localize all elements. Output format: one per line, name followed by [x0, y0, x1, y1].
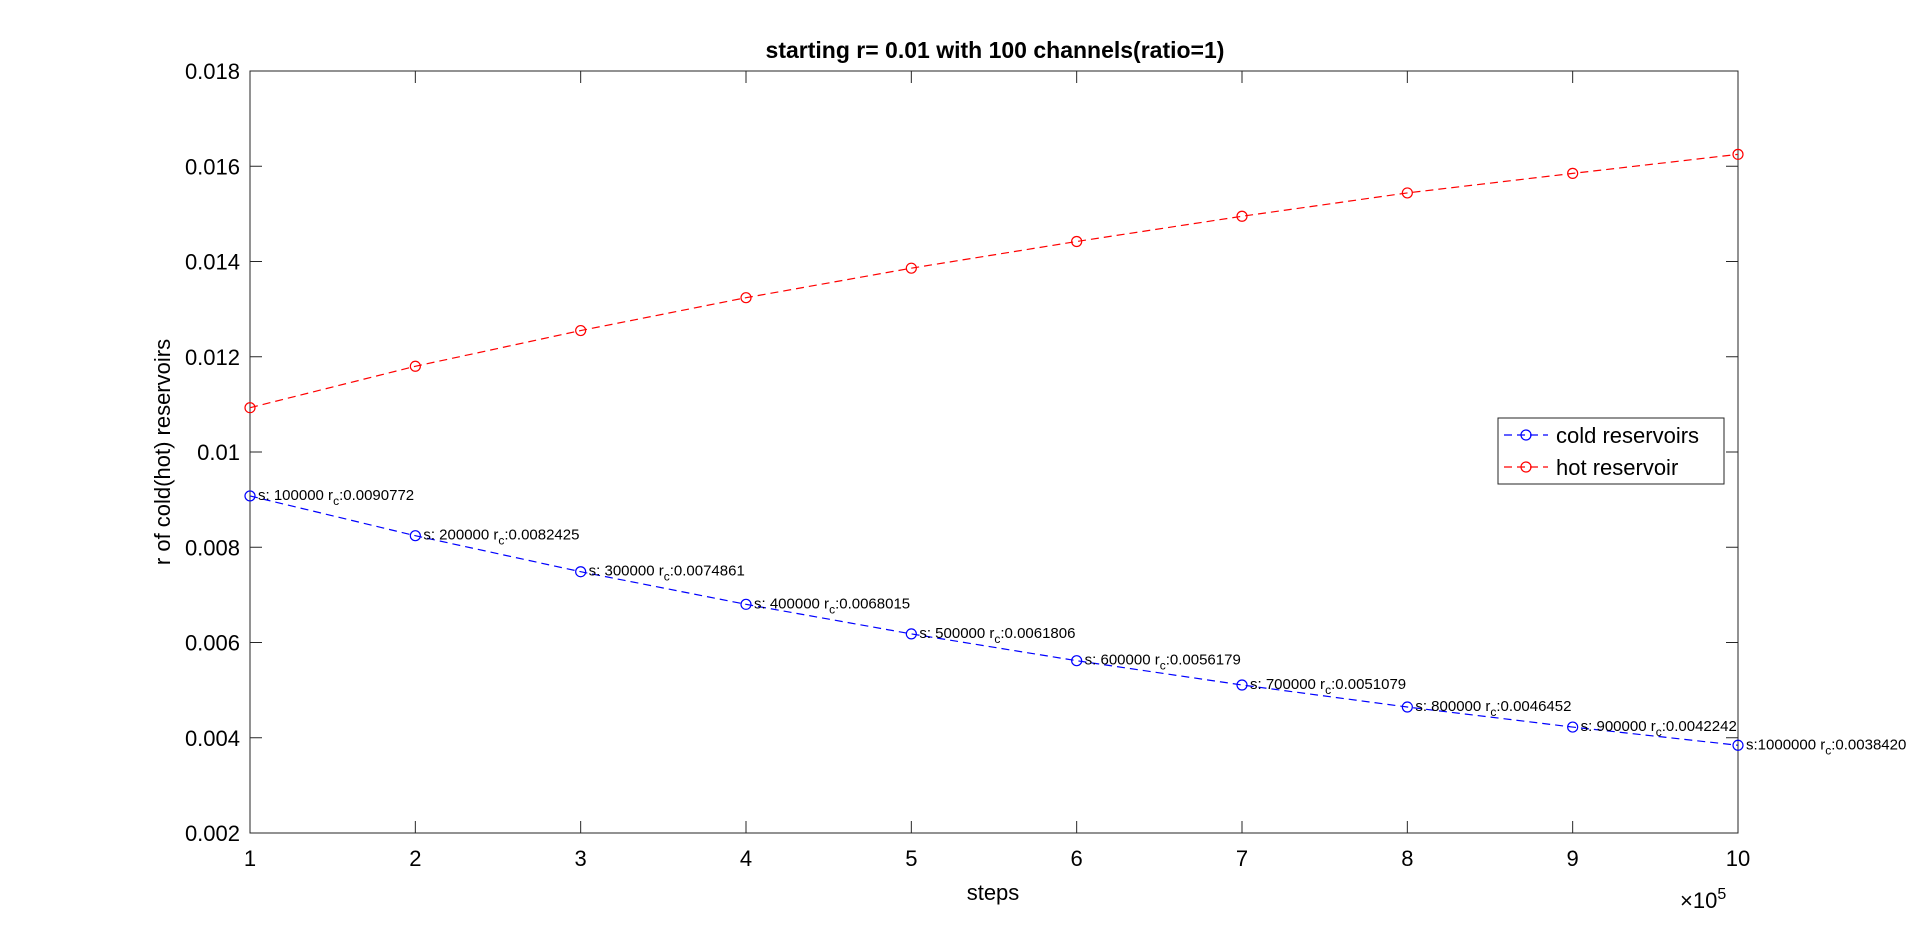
x-tick-label: 7 — [1236, 846, 1248, 871]
x-exponent-base: ×10 — [1680, 888, 1717, 913]
data-point-marker — [740, 292, 752, 304]
data-point-marker — [1732, 739, 1744, 751]
plot-frame — [249, 70, 1739, 834]
y-tick-label: 0.01 — [197, 440, 240, 465]
legend-marker — [1520, 461, 1532, 473]
legend: cold reservoirs hot reservoir — [1497, 417, 1725, 485]
data-point-marker — [1071, 235, 1083, 248]
x-tick-label: 9 — [1567, 846, 1579, 871]
data-label: s: 900000 rc:0.0042242 — [1581, 718, 1737, 739]
legend-label: cold reservoirs — [1556, 423, 1699, 448]
y-axis-label: r of cold(hot) reservoirs — [150, 339, 175, 565]
x-exponent-power: 5 — [1717, 886, 1726, 903]
data-point-marker — [1732, 148, 1744, 160]
y-tick-label: 0.018 — [185, 59, 240, 84]
data-label: s:1000000 rc:0.0038420 — [1746, 736, 1906, 757]
x-tick-label: 6 — [1071, 846, 1083, 871]
legend-box — [1497, 417, 1725, 485]
data-label: s: 300000 rc:0.0074861 — [589, 563, 745, 584]
x-tick-label: 3 — [575, 846, 587, 871]
y-tick-label: 0.016 — [185, 154, 240, 179]
data-point-marker — [905, 262, 917, 274]
data-label: s: 400000 rc:0.0068015 — [754, 595, 910, 616]
data-label: s: 800000 rc:0.0046452 — [1415, 698, 1571, 719]
legend-label: hot reservoir — [1556, 455, 1678, 480]
plot-area: 1 2 3 4 5 6 7 8 9 10 0.002 0.004 0.006 0.008 0.01 0.012… — [185, 59, 1906, 871]
series-line-0 — [249, 495, 1739, 746]
legend-marker — [1520, 429, 1532, 441]
series-line-1 — [249, 153, 1739, 409]
y-tick-label: 0.012 — [185, 345, 240, 370]
x-tick-label: 2 — [409, 846, 421, 871]
data-label: s: 600000 rc:0.0056179 — [1085, 652, 1241, 673]
data-point-marker — [409, 360, 421, 372]
data-label: s: 500000 rc:0.0061806 — [919, 625, 1075, 646]
y-tick-label: 0.008 — [185, 535, 240, 560]
data-label: s: 100000 rc:0.0090772 — [258, 487, 414, 508]
data-point-marker — [1567, 721, 1579, 733]
data-label: s: 700000 rc:0.0051079 — [1250, 676, 1406, 697]
data-point-marker — [244, 490, 256, 502]
x-tick-label: 8 — [1401, 846, 1413, 871]
data-label: s: 200000 rc:0.0082425 — [423, 527, 579, 548]
y-tick-label: 0.014 — [185, 250, 240, 275]
y-tick-label: 0.004 — [185, 726, 240, 751]
chart-title: starting r= 0.01 with 100 channels(ratio… — [766, 37, 1225, 63]
data-point-marker — [575, 566, 587, 578]
y-tick-label: 0.006 — [185, 631, 240, 656]
data-point-marker — [1071, 655, 1083, 667]
x-tick-label: 1 — [244, 846, 256, 871]
data-point-marker — [575, 324, 587, 337]
x-tick-label: 5 — [905, 846, 917, 871]
data-point-marker — [740, 598, 752, 610]
y-tick-label: 0.002 — [185, 821, 240, 846]
x-axis-label: steps — [967, 880, 1020, 905]
data-point-marker — [1401, 701, 1413, 713]
x-axis-exponent: ×105 — [1680, 886, 1726, 913]
data-point-marker — [1567, 167, 1579, 179]
x-tick-label: 4 — [740, 846, 752, 871]
data-point-marker — [1236, 679, 1248, 691]
data-point-marker — [1401, 187, 1413, 199]
data-point-marker — [409, 530, 421, 542]
data-point-marker — [905, 628, 917, 640]
data-point-marker — [1236, 210, 1248, 222]
x-tick-label: 10 — [1726, 846, 1750, 871]
data-point-marker — [244, 402, 256, 414]
